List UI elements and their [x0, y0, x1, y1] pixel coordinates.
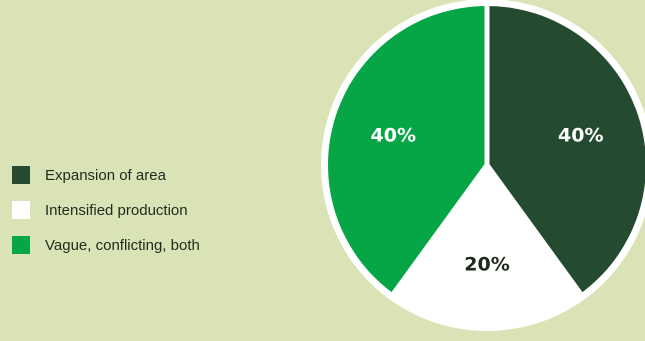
legend-label: Intensified production [45, 201, 188, 219]
slice-label-vague: 40% [371, 125, 416, 147]
legend-label: Expansion of area [45, 166, 166, 184]
pie-separators [391, 6, 583, 296]
pie-separator [391, 163, 490, 296]
pie-slices [328, 5, 645, 324]
legend-swatch [12, 236, 30, 254]
pie-slice-expansion [487, 6, 645, 294]
slice-label-intensified: 20% [464, 254, 509, 276]
legend-item-vague: Vague, conflicting, both [12, 236, 200, 254]
legend-item-intensified: Intensified production [12, 201, 200, 219]
legend-label: Vague, conflicting, both [45, 236, 200, 254]
legend: Expansion of area Intensified production… [12, 166, 200, 254]
pie-separator [484, 163, 583, 296]
legend-item-expansion: Expansion of area [12, 166, 200, 184]
slice-label-expansion: 40% [558, 125, 603, 147]
legend-swatch [12, 201, 30, 219]
pie-slice-vague [328, 5, 487, 294]
legend-swatch [12, 166, 30, 184]
pie-slice-intensified [393, 165, 581, 324]
